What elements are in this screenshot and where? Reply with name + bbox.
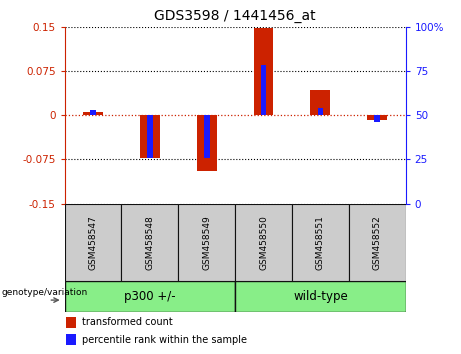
Text: p300 +/-: p300 +/- bbox=[124, 290, 176, 303]
Text: percentile rank within the sample: percentile rank within the sample bbox=[82, 335, 247, 344]
Bar bbox=[349, 204, 406, 281]
Text: GSM458549: GSM458549 bbox=[202, 215, 211, 270]
Bar bbox=[147, 115, 153, 158]
Bar bbox=[83, 112, 103, 115]
Text: GSM458550: GSM458550 bbox=[259, 215, 268, 270]
Bar bbox=[235, 281, 406, 312]
Bar bbox=[121, 204, 178, 281]
Bar bbox=[140, 115, 160, 158]
Bar bbox=[65, 281, 235, 312]
Title: GDS3598 / 1441456_at: GDS3598 / 1441456_at bbox=[154, 9, 316, 23]
Text: genotype/variation: genotype/variation bbox=[1, 289, 88, 297]
Bar bbox=[318, 108, 323, 115]
Text: transformed count: transformed count bbox=[82, 318, 172, 327]
Text: GSM458552: GSM458552 bbox=[373, 215, 382, 270]
Text: GSM458551: GSM458551 bbox=[316, 215, 325, 270]
Bar bbox=[374, 115, 380, 122]
Text: wild-type: wild-type bbox=[293, 290, 348, 303]
Bar bbox=[254, 28, 273, 115]
Bar bbox=[204, 115, 209, 158]
Bar bbox=[292, 204, 349, 281]
Text: GSM458547: GSM458547 bbox=[89, 215, 97, 270]
Bar bbox=[235, 204, 292, 281]
Bar bbox=[367, 115, 387, 120]
Bar bbox=[197, 115, 217, 171]
Text: GSM458548: GSM458548 bbox=[145, 215, 154, 270]
Bar bbox=[90, 110, 96, 115]
Bar bbox=[261, 65, 266, 115]
Bar bbox=[178, 204, 235, 281]
Bar bbox=[66, 334, 77, 345]
Bar bbox=[66, 317, 77, 328]
Bar bbox=[310, 90, 331, 115]
Bar bbox=[65, 204, 121, 281]
